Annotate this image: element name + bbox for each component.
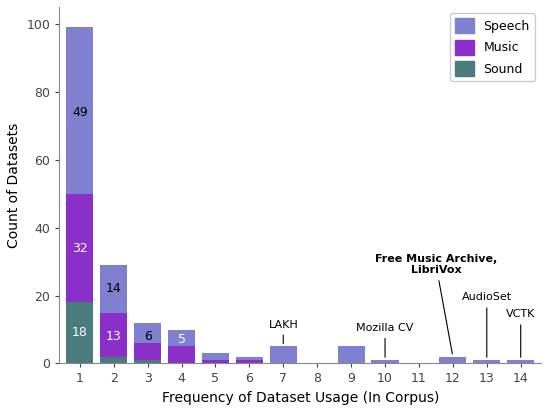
Bar bbox=[134, 323, 161, 343]
Text: 13: 13 bbox=[106, 330, 122, 343]
X-axis label: Frequency of Dataset Usage (In Corpus): Frequency of Dataset Usage (In Corpus) bbox=[162, 391, 439, 405]
Text: Free Music Archive,
LibriVox: Free Music Archive, LibriVox bbox=[375, 254, 497, 354]
Bar bbox=[66, 302, 93, 363]
Bar bbox=[270, 346, 297, 363]
Text: LAKH: LAKH bbox=[269, 320, 298, 344]
Bar bbox=[100, 357, 127, 363]
Bar bbox=[100, 265, 127, 313]
Bar bbox=[236, 357, 263, 360]
Bar bbox=[100, 313, 127, 357]
Bar bbox=[473, 360, 500, 363]
Text: VCTK: VCTK bbox=[506, 309, 535, 357]
Bar bbox=[134, 343, 161, 360]
Bar bbox=[236, 360, 263, 363]
Text: 32: 32 bbox=[72, 241, 88, 255]
Text: AudioSet: AudioSet bbox=[462, 293, 512, 357]
Bar bbox=[202, 360, 229, 363]
Text: 18: 18 bbox=[72, 326, 88, 339]
Bar bbox=[439, 357, 466, 363]
Bar bbox=[507, 360, 534, 363]
Bar bbox=[372, 360, 398, 363]
Bar bbox=[338, 346, 364, 363]
Bar bbox=[202, 353, 229, 360]
Text: 14: 14 bbox=[106, 282, 122, 295]
Bar bbox=[66, 194, 93, 302]
Text: 5: 5 bbox=[178, 333, 186, 346]
Bar bbox=[134, 360, 161, 363]
Text: 6: 6 bbox=[144, 330, 152, 343]
Text: Mozilla CV: Mozilla CV bbox=[356, 323, 414, 357]
Bar bbox=[66, 27, 93, 194]
Bar bbox=[168, 346, 195, 363]
Y-axis label: Count of Datasets: Count of Datasets bbox=[7, 123, 21, 248]
Legend: Speech, Music, Sound: Speech, Music, Sound bbox=[450, 13, 535, 82]
Bar bbox=[168, 330, 195, 346]
Text: 49: 49 bbox=[72, 106, 88, 119]
